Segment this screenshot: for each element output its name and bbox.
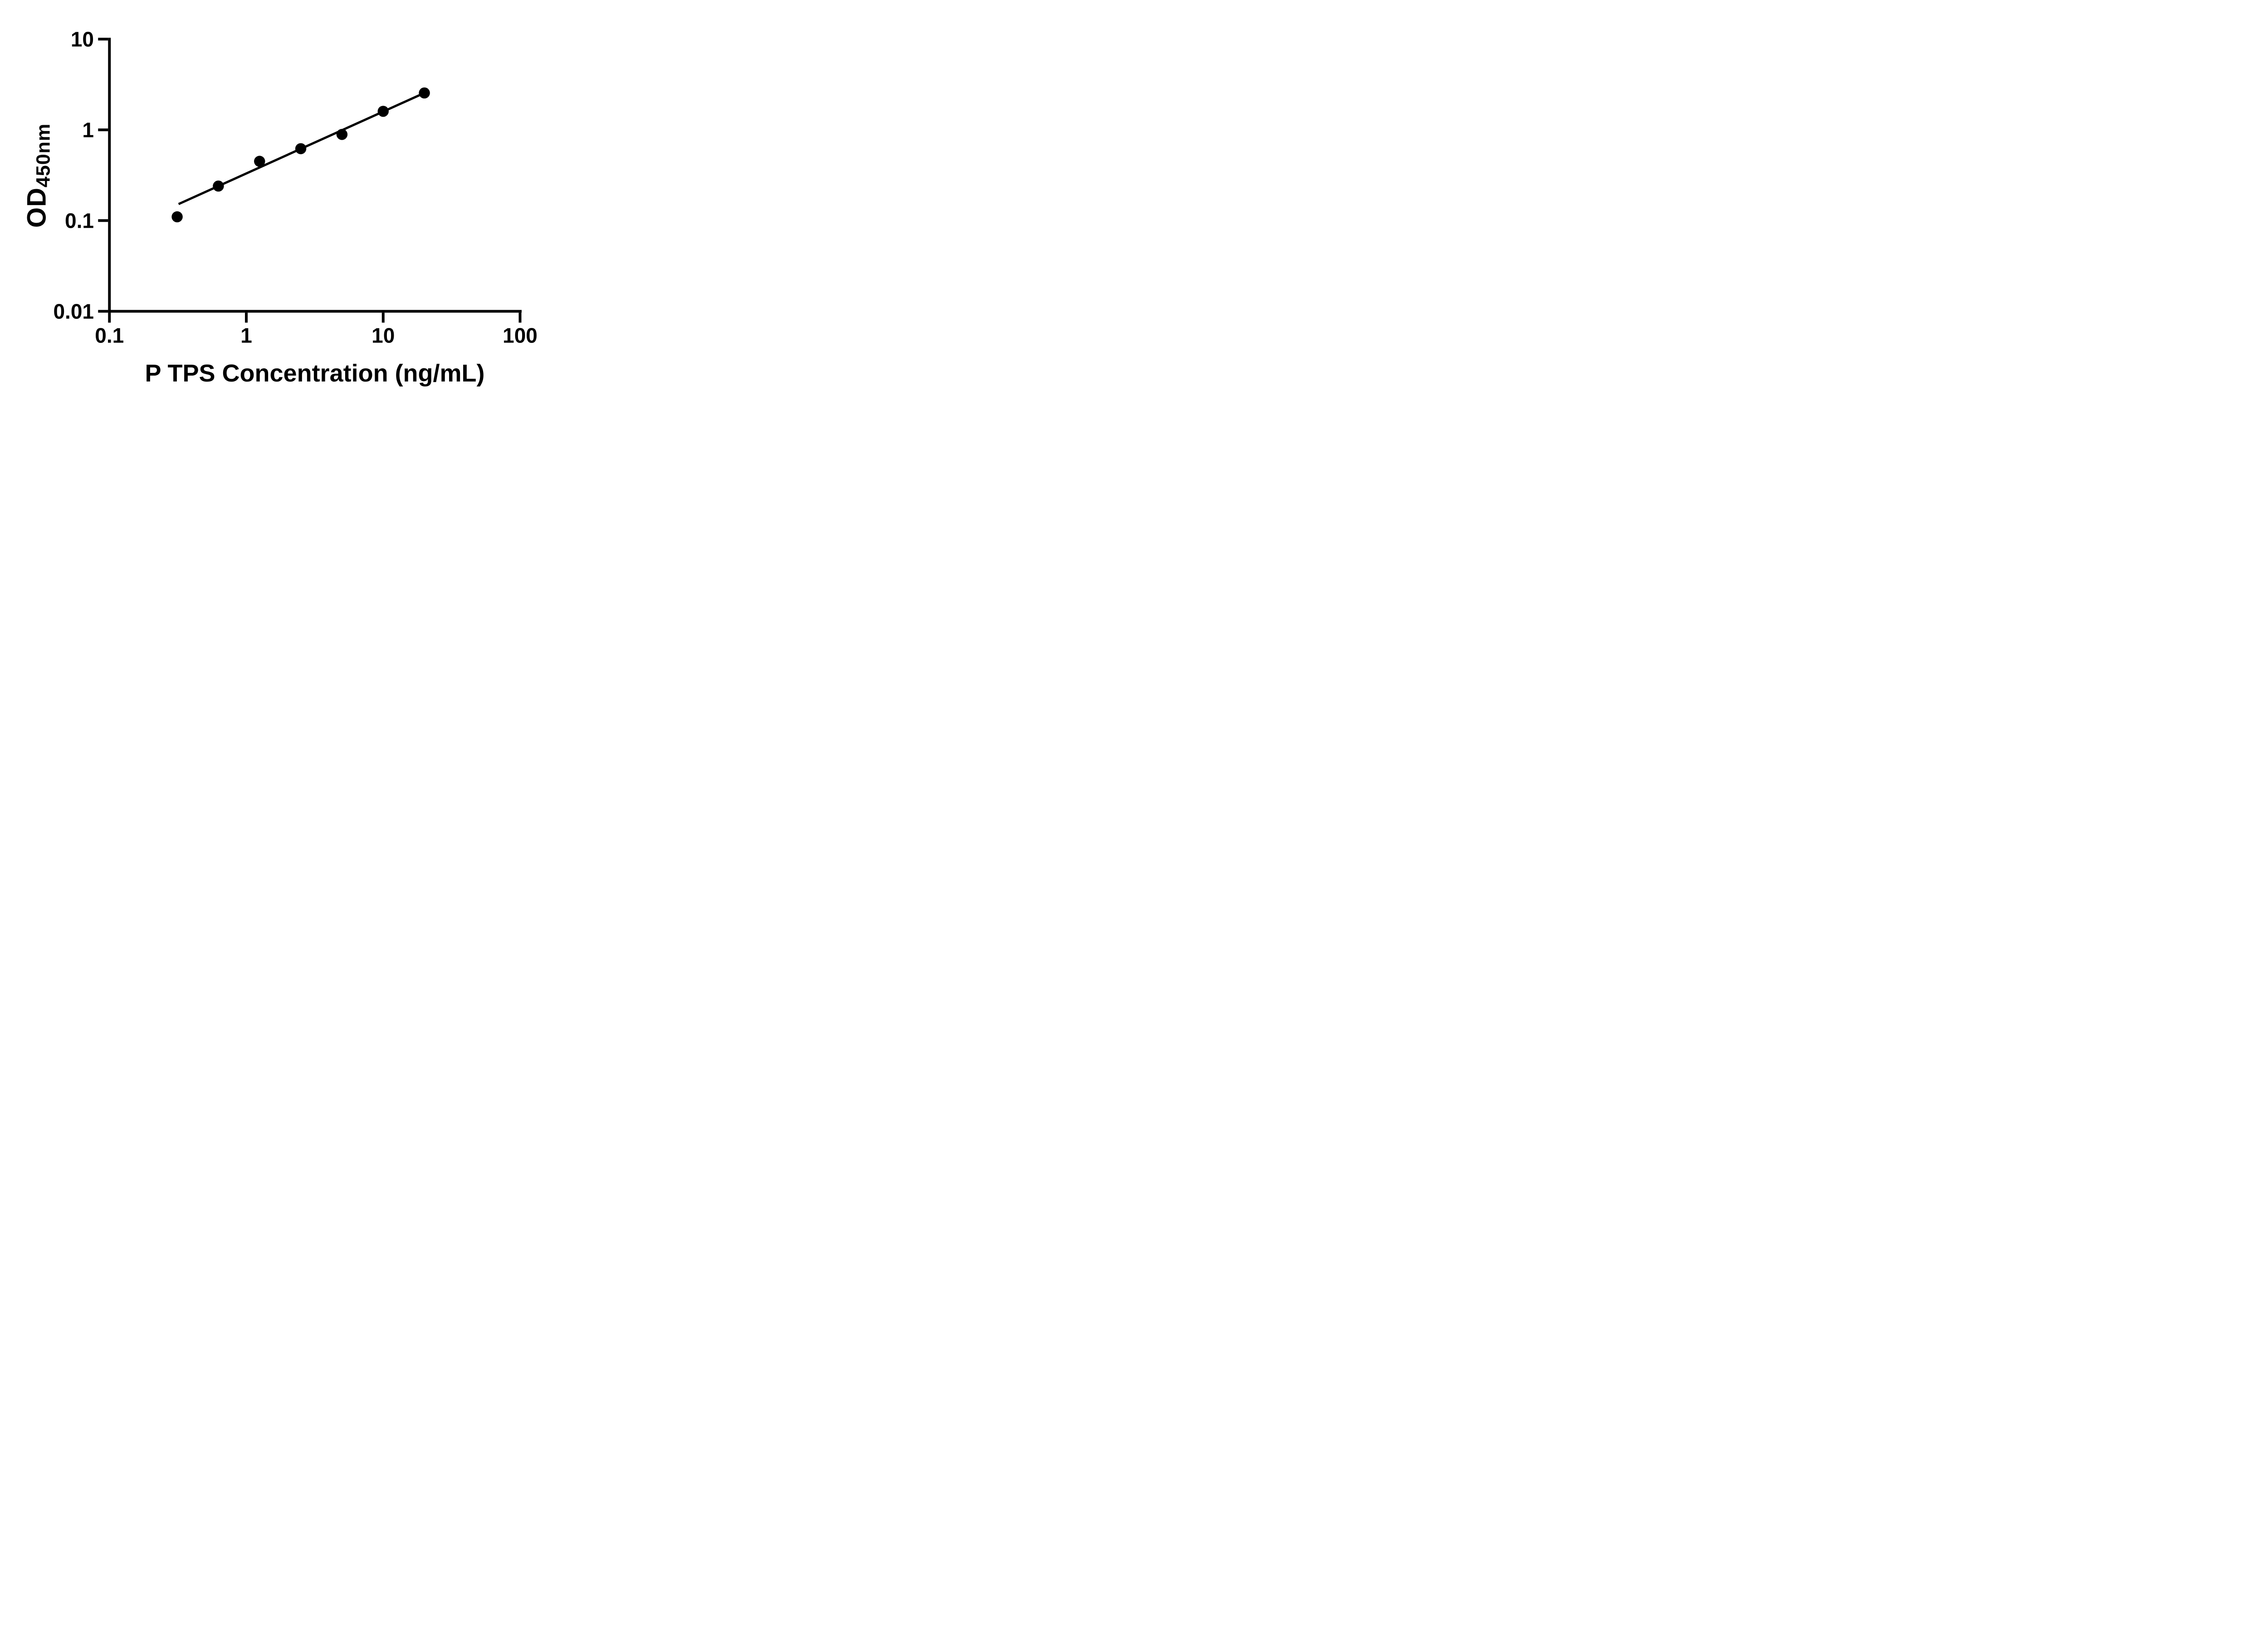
data-point	[213, 181, 224, 192]
y-axis-tick	[98, 38, 108, 41]
elisa-standard-curve-figure: 10 1 0.1 0.01 0.1 1 10 100 OD450nm P TPS Concen…	[0, 0, 581, 408]
y-axis-tick	[98, 128, 108, 132]
data-point	[377, 106, 389, 117]
data-point	[295, 143, 307, 154]
y-axis-tick-label: 10	[71, 27, 94, 51]
x-axis-line	[108, 310, 522, 313]
x-axis-tick	[518, 313, 522, 323]
y-axis-tick-label: 0.01	[53, 299, 94, 323]
x-axis-tick-label: 100	[503, 324, 538, 347]
y-axis-line	[108, 38, 111, 313]
y-axis-tick	[98, 219, 108, 222]
data-point	[336, 129, 348, 140]
x-axis-tick-label: 1	[240, 324, 252, 347]
y-axis-title-subscript: 450nm	[32, 123, 54, 188]
data-point	[254, 156, 265, 167]
y-axis-title-main: OD	[22, 187, 52, 228]
x-axis-tick-label: 10	[371, 324, 395, 347]
x-axis-tick	[108, 313, 111, 323]
x-axis-tick-label: 0.1	[95, 324, 124, 347]
y-axis-tick-label: 0.1	[65, 209, 94, 232]
x-axis-tick	[381, 313, 385, 323]
data-point	[419, 87, 430, 99]
data-point	[171, 211, 183, 223]
y-axis-tick	[98, 310, 108, 313]
y-axis-tick-label: 1	[82, 118, 94, 142]
y-axis-title: OD450nm	[22, 123, 54, 228]
x-axis-title: P TPS Concentration (ng/mL)	[145, 360, 485, 387]
x-axis-tick	[245, 313, 248, 323]
